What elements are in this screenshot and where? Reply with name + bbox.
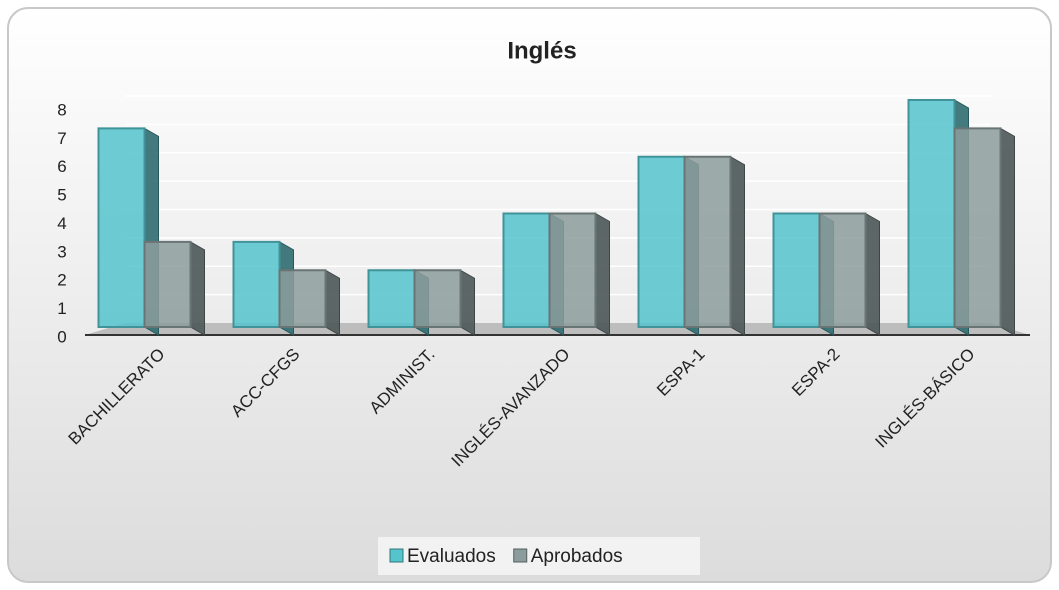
legend-box (378, 537, 700, 575)
bar (502, 212, 551, 328)
bar (232, 240, 281, 328)
bar (907, 99, 956, 328)
bar-side (730, 155, 745, 336)
bar-side (460, 269, 475, 336)
bar (143, 240, 192, 328)
y-tick-label: 0 (57, 327, 66, 346)
bar-side (865, 212, 880, 336)
y-tick-label: 1 (57, 299, 66, 318)
bar (772, 212, 821, 328)
y-tick-label: 8 (57, 100, 66, 119)
bar (278, 269, 327, 328)
bar-side (325, 269, 340, 336)
bar (637, 155, 686, 328)
legend-label: Aprobados (531, 546, 623, 567)
legend: Evaluados Aprobados (378, 537, 700, 575)
bar (413, 269, 462, 328)
bar-side (595, 212, 610, 336)
y-tick-label: 6 (57, 157, 66, 176)
y-tick-label: 5 (57, 186, 66, 205)
bar (683, 155, 732, 328)
y-tick-label: 7 (57, 129, 66, 148)
y-tick-label: 4 (57, 214, 66, 233)
legend-label: Evaluados (407, 546, 496, 567)
bar (953, 127, 1002, 328)
y-tick-label: 2 (57, 271, 66, 290)
bar (367, 269, 416, 328)
bar (818, 212, 867, 328)
legend-swatch (389, 548, 404, 563)
bar-side (1000, 127, 1015, 336)
bar-side (190, 241, 205, 336)
bar (548, 212, 597, 328)
y-tick-label: 3 (57, 242, 66, 261)
legend-swatch (513, 548, 528, 563)
chart-title: Inglés (507, 37, 576, 64)
bar (97, 127, 146, 328)
